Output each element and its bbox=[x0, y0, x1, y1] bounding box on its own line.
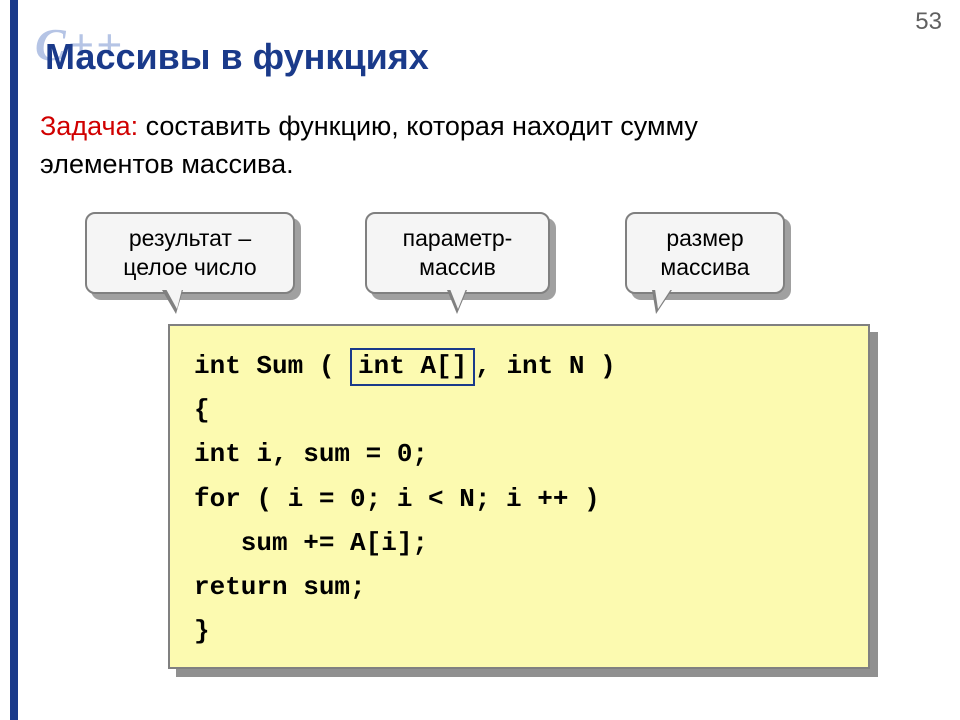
code-l5: sum += A[i]; bbox=[194, 528, 428, 558]
callout-param-line2: массив bbox=[389, 253, 526, 282]
callout-result-line1: результат – bbox=[109, 224, 271, 253]
task-description: Задача: составить функцию, которая наход… bbox=[40, 108, 930, 184]
slide-title: Массивы в функциях bbox=[45, 36, 429, 78]
task-text-2: элементов массива. bbox=[40, 149, 294, 179]
callout-row: результат – целое число параметр- массив… bbox=[0, 212, 960, 322]
task-label: Задача: bbox=[40, 111, 138, 141]
code-l2: { bbox=[194, 395, 210, 425]
callout-size-line1: размер bbox=[649, 224, 761, 253]
callout-result: результат – целое число bbox=[85, 212, 295, 294]
code-l6: return sum; bbox=[194, 572, 366, 602]
code-l4: for ( i = 0; i < N; i ++ ) bbox=[194, 484, 600, 514]
callout-param-line1: параметр- bbox=[389, 224, 526, 253]
accent-vertical-bar bbox=[10, 0, 18, 720]
code-l7: } bbox=[194, 616, 210, 646]
callout-result-line2: целое число bbox=[109, 253, 271, 282]
code-l1b: , int N ) bbox=[475, 351, 615, 381]
task-text-1: составить функцию, которая находит сумму bbox=[138, 111, 698, 141]
code-l3: int i, sum = 0; bbox=[194, 439, 428, 469]
code-highlight-param: int A[] bbox=[350, 348, 475, 386]
callout-size-line2: массива bbox=[649, 253, 761, 282]
code-block: int Sum ( int A[], int N ) { int i, sum … bbox=[168, 324, 870, 669]
page-number: 53 bbox=[915, 8, 942, 36]
code-l1a: int Sum ( bbox=[194, 351, 350, 381]
callout-param: параметр- массив bbox=[365, 212, 550, 294]
callout-size: размер массива bbox=[625, 212, 785, 294]
